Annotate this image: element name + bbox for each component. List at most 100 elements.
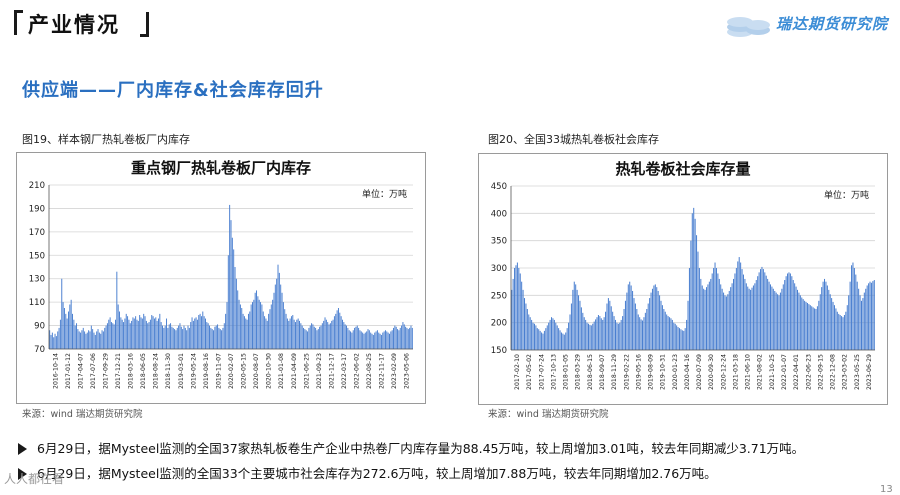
bar	[565, 332, 567, 350]
bar	[246, 319, 248, 349]
x-tick-label: 2018-08-24	[153, 353, 160, 389]
bar	[149, 319, 151, 349]
bar	[597, 315, 599, 350]
x-tick-label: 2019-08-09	[648, 354, 655, 390]
bar	[605, 311, 607, 350]
x-tick-label: 2018-09-07	[599, 354, 606, 390]
bar	[176, 327, 178, 349]
bar	[653, 285, 655, 350]
bar	[707, 284, 709, 350]
bar	[211, 329, 213, 349]
bar	[63, 308, 65, 349]
bar	[88, 330, 90, 349]
x-tick-label: 2022-11-17	[379, 353, 386, 389]
bar	[873, 280, 875, 350]
x-tick-label: 2022-06-02	[354, 353, 361, 389]
bar	[792, 280, 794, 350]
bar	[141, 318, 143, 349]
y-tick-label: 190	[29, 204, 45, 214]
bar	[777, 294, 779, 350]
x-tick-label: 2018-11-30	[165, 353, 172, 389]
bar	[401, 325, 403, 349]
y-tick-label: 70	[34, 345, 45, 355]
bar	[805, 301, 807, 350]
bar	[98, 332, 100, 349]
bar	[262, 311, 264, 349]
bar	[583, 317, 585, 350]
bar	[835, 308, 837, 350]
bar	[57, 331, 59, 349]
bar	[717, 273, 719, 350]
chart-unit-label: 单位：万吨	[824, 189, 869, 201]
bar	[832, 301, 834, 350]
bar	[164, 325, 166, 349]
bar	[364, 332, 366, 349]
x-tick-label: 2018-06-15	[587, 354, 594, 390]
bar	[140, 317, 142, 349]
chart-unit-label: 单位：万吨	[362, 188, 407, 200]
bar	[92, 329, 94, 349]
bar	[769, 284, 771, 350]
bar	[859, 295, 861, 350]
bar	[758, 272, 760, 350]
bar	[313, 326, 315, 349]
bar	[329, 323, 331, 349]
bar	[219, 329, 221, 349]
bar	[543, 330, 545, 350]
bar	[516, 262, 518, 350]
bar	[293, 319, 295, 349]
bar	[718, 278, 720, 350]
bar	[811, 306, 813, 350]
x-tick-label: 2020-09-30	[708, 354, 715, 390]
bar	[174, 329, 176, 349]
bar	[241, 308, 243, 349]
bar	[274, 284, 276, 349]
bar	[748, 288, 750, 350]
bar	[664, 311, 666, 350]
bar	[596, 317, 598, 350]
bar	[59, 319, 61, 349]
bar	[342, 319, 343, 349]
bar	[65, 313, 67, 349]
bar	[213, 330, 215, 349]
bar	[194, 318, 196, 349]
bar	[247, 313, 249, 349]
bar	[116, 271, 118, 349]
bar	[815, 309, 817, 350]
bar	[209, 325, 210, 349]
bar	[411, 327, 413, 349]
bar	[242, 313, 244, 349]
logo	[727, 17, 770, 37]
bar	[203, 316, 205, 349]
bar	[802, 299, 804, 350]
bar	[205, 318, 206, 349]
x-tick-label: 2018-11-29	[611, 354, 618, 390]
bar	[218, 327, 220, 349]
bar	[713, 268, 715, 350]
bar	[750, 289, 752, 350]
bar	[836, 311, 838, 350]
bar	[226, 302, 228, 349]
bar	[563, 334, 565, 350]
bar	[552, 318, 554, 350]
bar	[674, 323, 676, 350]
bar	[281, 292, 283, 349]
bar	[301, 325, 303, 349]
bar	[206, 322, 208, 349]
y-tick-label: 150	[29, 251, 45, 261]
bar	[66, 318, 68, 349]
bar	[278, 272, 280, 349]
bar	[548, 322, 550, 350]
bar	[143, 313, 145, 349]
bar	[512, 278, 514, 350]
bar	[539, 330, 541, 350]
bar	[148, 322, 150, 349]
bar	[89, 331, 91, 349]
bar	[188, 327, 190, 349]
x-tick-label: 2021-12-17	[328, 353, 335, 389]
bar	[657, 290, 659, 350]
bar	[529, 317, 531, 350]
bar	[666, 314, 668, 350]
bar	[317, 329, 319, 349]
